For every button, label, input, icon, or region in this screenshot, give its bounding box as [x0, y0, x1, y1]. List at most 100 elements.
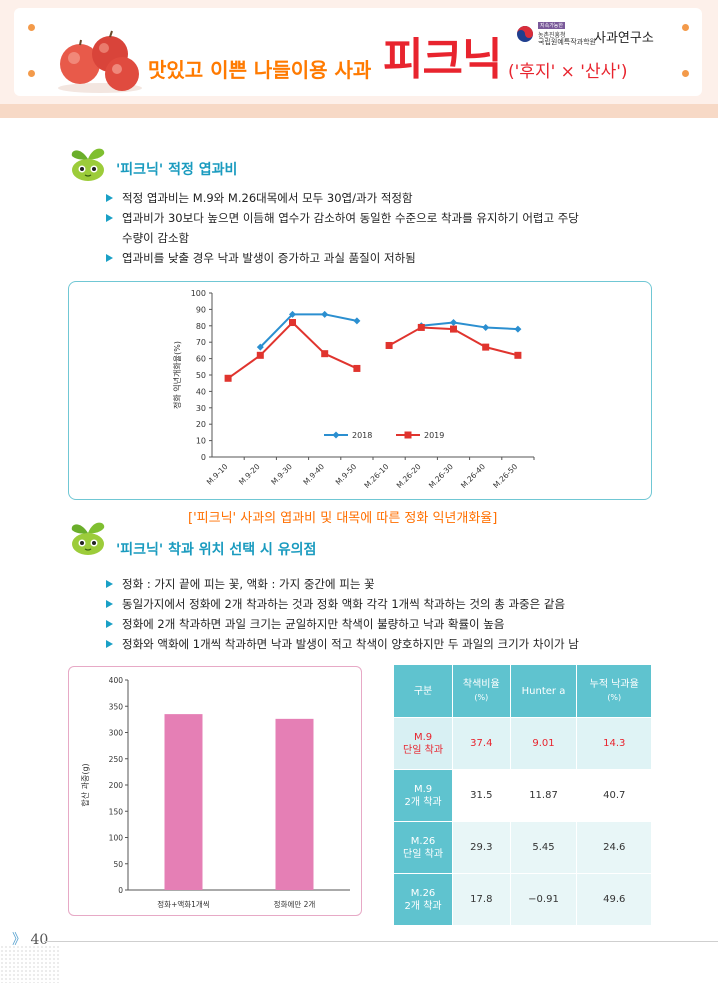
y-axis-label: 합산 과중(g)	[80, 763, 90, 806]
x-tick-label: 정화+액화1개씩	[157, 899, 209, 909]
list-item: 동일가지에서 정화에 2개 착과하는 것과 정화 액화 각각 1개씩 착과하는 …	[104, 594, 684, 614]
bar	[275, 718, 314, 890]
table-header-row: 구분 착색비율 (%) Hunter a 누적 낙과율 (%)	[392, 664, 652, 718]
x-tick-label: M.9-50	[334, 462, 359, 487]
fruit-position-bullets: 정화 : 가지 끝에 피는 꽃, 액화 : 가지 중간에 피는 꽃 동일가지에서…	[104, 574, 684, 654]
section-title-leaf-ratio: '피크닉' 적정 엽과비	[116, 162, 238, 178]
legend-marker	[404, 431, 412, 439]
series-line-segment	[485, 346, 519, 357]
x-tick-label: M.26-30	[427, 462, 455, 490]
y-tick-label: 300	[109, 729, 124, 738]
list-item: 정화와 액화에 1개씩 착과하면 낙과 발생이 적고 착색이 양호하지만 두 과…	[104, 634, 684, 654]
x-tick-label: M.9-20	[237, 462, 262, 487]
data-point	[514, 325, 522, 333]
leaf-ratio-line-chart: 0 10 20 30 40 50 60 70 80 90 100 M.9-10 M.9-20 M.9-30…	[172, 289, 535, 490]
y-tick-label: 40	[196, 387, 206, 396]
series-line-segment	[259, 313, 294, 348]
y-tick-label: 0	[118, 886, 123, 895]
triangle-bullet-icon	[106, 254, 113, 262]
table-header: 구분	[392, 664, 454, 718]
fruit-weight-bar-chart: 0 50 100 150 200 250 300 350 400 합산 과중(g) 정화+액화1개씩…	[80, 676, 350, 909]
y-tick-label: 150	[109, 807, 124, 816]
bar	[164, 714, 203, 890]
data-point	[256, 351, 264, 359]
x-tick-label: 정화에만 2개	[274, 899, 316, 909]
sprout-mascot-icon	[71, 522, 105, 555]
table-header: Hunter a	[509, 664, 578, 718]
series-line-segment	[453, 328, 487, 348]
data-point	[450, 325, 457, 333]
y-tick-label: 250	[109, 755, 124, 764]
series-line-segment	[324, 313, 358, 322]
row-header: M.9 단일 착과	[392, 717, 454, 770]
x-tick-label: M.26-40	[459, 462, 487, 490]
org-slogan: 지속가능한	[538, 22, 566, 29]
footer-dot-pattern	[0, 945, 60, 983]
legend-label: 2018	[352, 431, 372, 440]
decor-dot	[28, 70, 35, 77]
y-tick-label: 200	[109, 781, 124, 790]
x-tick-label: M.26-20	[395, 462, 423, 490]
triangle-bullet-icon	[106, 600, 113, 608]
table-cell: 29.3	[452, 821, 511, 874]
row-header: M.26 단일 착과	[392, 821, 454, 874]
series-line-segment	[227, 354, 261, 380]
table-cell: 5.45	[509, 821, 578, 874]
apples-illustration	[58, 30, 142, 93]
triangle-bullet-icon	[106, 214, 113, 222]
decor-dot	[682, 24, 689, 31]
y-tick-label: 50	[196, 371, 206, 380]
triangle-bullet-icon	[106, 640, 113, 648]
table-cell: 9.01	[509, 717, 578, 770]
decor-dot	[682, 70, 689, 77]
y-tick-label: 20	[196, 420, 206, 429]
y-axis-label: 정화 익년개화율(%)	[172, 341, 182, 409]
table-cell: 40.7	[576, 769, 652, 822]
y-tick-label: 50	[113, 860, 123, 869]
section-title-fruit-position: '피크닉' 착과 위치 선택 시 유의점	[116, 542, 317, 558]
table-cell: 31.5	[452, 769, 511, 822]
triangle-bullet-icon	[106, 194, 113, 202]
decor-dot	[28, 24, 35, 31]
data-point	[353, 364, 361, 372]
table-cell: 17.8	[452, 873, 511, 926]
data-point	[321, 350, 329, 358]
table-header: 착색비율 (%)	[452, 664, 511, 718]
table-cell: 37.4	[452, 717, 511, 770]
taegeuk-icon	[517, 26, 533, 42]
y-tick-label: 400	[109, 676, 124, 685]
table-row: M.26 단일 착과 29.3 5.45 24.6	[392, 821, 652, 874]
y-tick-label: 100	[191, 289, 206, 298]
list-item: 적정 엽과비는 M.9와 M.26대목에서 모두 30엽/과가 적정함	[104, 188, 664, 208]
chart-caption: ['피크닉' 사과의 엽과비 및 대목에 따른 정화 익년개화율]	[188, 511, 498, 526]
y-tick-label: 0	[201, 453, 206, 462]
series-line-segment	[259, 321, 294, 357]
y-tick-label: 100	[109, 834, 124, 843]
series-line-segment	[324, 352, 358, 370]
series-line-segment	[291, 321, 326, 355]
table-cell: 24.6	[576, 821, 652, 874]
data-point	[321, 310, 329, 318]
data-point	[289, 319, 296, 327]
y-tick-label: 60	[196, 355, 206, 364]
list-item: 엽과비가 30보다 높으면 이듬해 엽수가 감소하여 동일한 수준으로 착과를 …	[104, 208, 664, 228]
data-point	[224, 374, 232, 382]
series-line-segment	[388, 326, 422, 347]
triangle-bullet-icon	[106, 620, 113, 628]
table-header: 누적 낙과율 (%)	[576, 664, 652, 718]
table-row: M.26 2개 착과 17.8 −0.91 49.6	[392, 873, 652, 926]
list-item-continued: 수량이 감소함	[122, 231, 190, 245]
variety-parentage: ('후지' × '산사')	[508, 62, 628, 82]
variety-title: 피크닉	[383, 34, 502, 85]
y-tick-label: 70	[196, 338, 206, 347]
triangle-bullet-icon	[106, 580, 113, 588]
leaf-ratio-bullets: 적정 엽과비는 M.9와 M.26대목에서 모두 30엽/과가 적정함 엽과비가…	[104, 188, 664, 268]
y-tick-label: 80	[196, 322, 206, 331]
series-line-segment	[421, 326, 454, 331]
sprout-mascot-icon	[71, 148, 105, 181]
data-point	[482, 323, 490, 331]
table-cell: 11.87	[509, 769, 578, 822]
x-tick-label: M.9-40	[301, 462, 326, 487]
list-item: 정화 : 가지 끝에 피는 꽃, 액화 : 가지 중간에 피는 꽃	[104, 574, 684, 594]
legend-label: 2019	[424, 431, 444, 440]
